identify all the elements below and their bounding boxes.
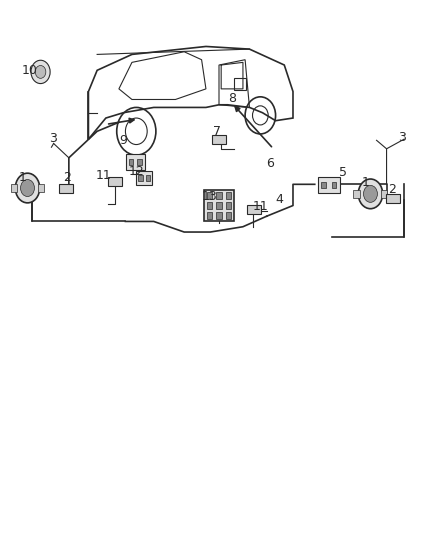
Circle shape: [21, 180, 35, 197]
FancyBboxPatch shape: [247, 205, 261, 214]
Text: 12: 12: [128, 165, 144, 177]
Text: 5: 5: [339, 166, 347, 179]
FancyBboxPatch shape: [318, 177, 339, 193]
FancyBboxPatch shape: [321, 182, 326, 188]
FancyBboxPatch shape: [39, 184, 45, 192]
FancyBboxPatch shape: [207, 212, 212, 219]
Text: 11: 11: [252, 199, 268, 213]
FancyBboxPatch shape: [145, 175, 150, 181]
Circle shape: [35, 66, 46, 78]
Text: 10: 10: [21, 64, 37, 77]
FancyBboxPatch shape: [126, 154, 145, 170]
FancyBboxPatch shape: [226, 192, 231, 199]
FancyBboxPatch shape: [205, 190, 233, 221]
FancyBboxPatch shape: [136, 171, 152, 185]
Text: 2: 2: [63, 171, 71, 184]
Text: 13: 13: [201, 190, 217, 203]
FancyBboxPatch shape: [129, 159, 134, 165]
Text: 11: 11: [96, 169, 112, 182]
FancyBboxPatch shape: [207, 192, 212, 199]
FancyBboxPatch shape: [11, 184, 17, 192]
FancyBboxPatch shape: [386, 194, 400, 203]
FancyBboxPatch shape: [216, 212, 222, 219]
Circle shape: [364, 185, 378, 203]
Text: 1: 1: [362, 176, 370, 189]
Text: 4: 4: [275, 192, 283, 206]
FancyBboxPatch shape: [381, 190, 388, 198]
FancyBboxPatch shape: [216, 202, 222, 209]
Circle shape: [31, 60, 50, 84]
FancyBboxPatch shape: [216, 192, 222, 199]
FancyBboxPatch shape: [332, 182, 336, 188]
FancyBboxPatch shape: [226, 212, 231, 219]
Text: 1: 1: [18, 171, 26, 184]
Text: 6: 6: [266, 157, 274, 170]
FancyBboxPatch shape: [353, 190, 360, 198]
FancyBboxPatch shape: [138, 175, 143, 181]
Text: 7: 7: [213, 125, 221, 139]
FancyBboxPatch shape: [226, 202, 231, 209]
FancyBboxPatch shape: [212, 135, 226, 144]
Text: 8: 8: [228, 92, 236, 105]
FancyBboxPatch shape: [138, 159, 142, 165]
Text: 3: 3: [49, 132, 57, 144]
Text: 3: 3: [398, 131, 406, 143]
FancyBboxPatch shape: [108, 177, 121, 186]
Circle shape: [358, 179, 383, 209]
Text: 9: 9: [119, 134, 127, 147]
Text: 2: 2: [388, 183, 396, 196]
FancyBboxPatch shape: [207, 202, 212, 209]
Circle shape: [15, 173, 40, 203]
FancyBboxPatch shape: [59, 184, 73, 193]
